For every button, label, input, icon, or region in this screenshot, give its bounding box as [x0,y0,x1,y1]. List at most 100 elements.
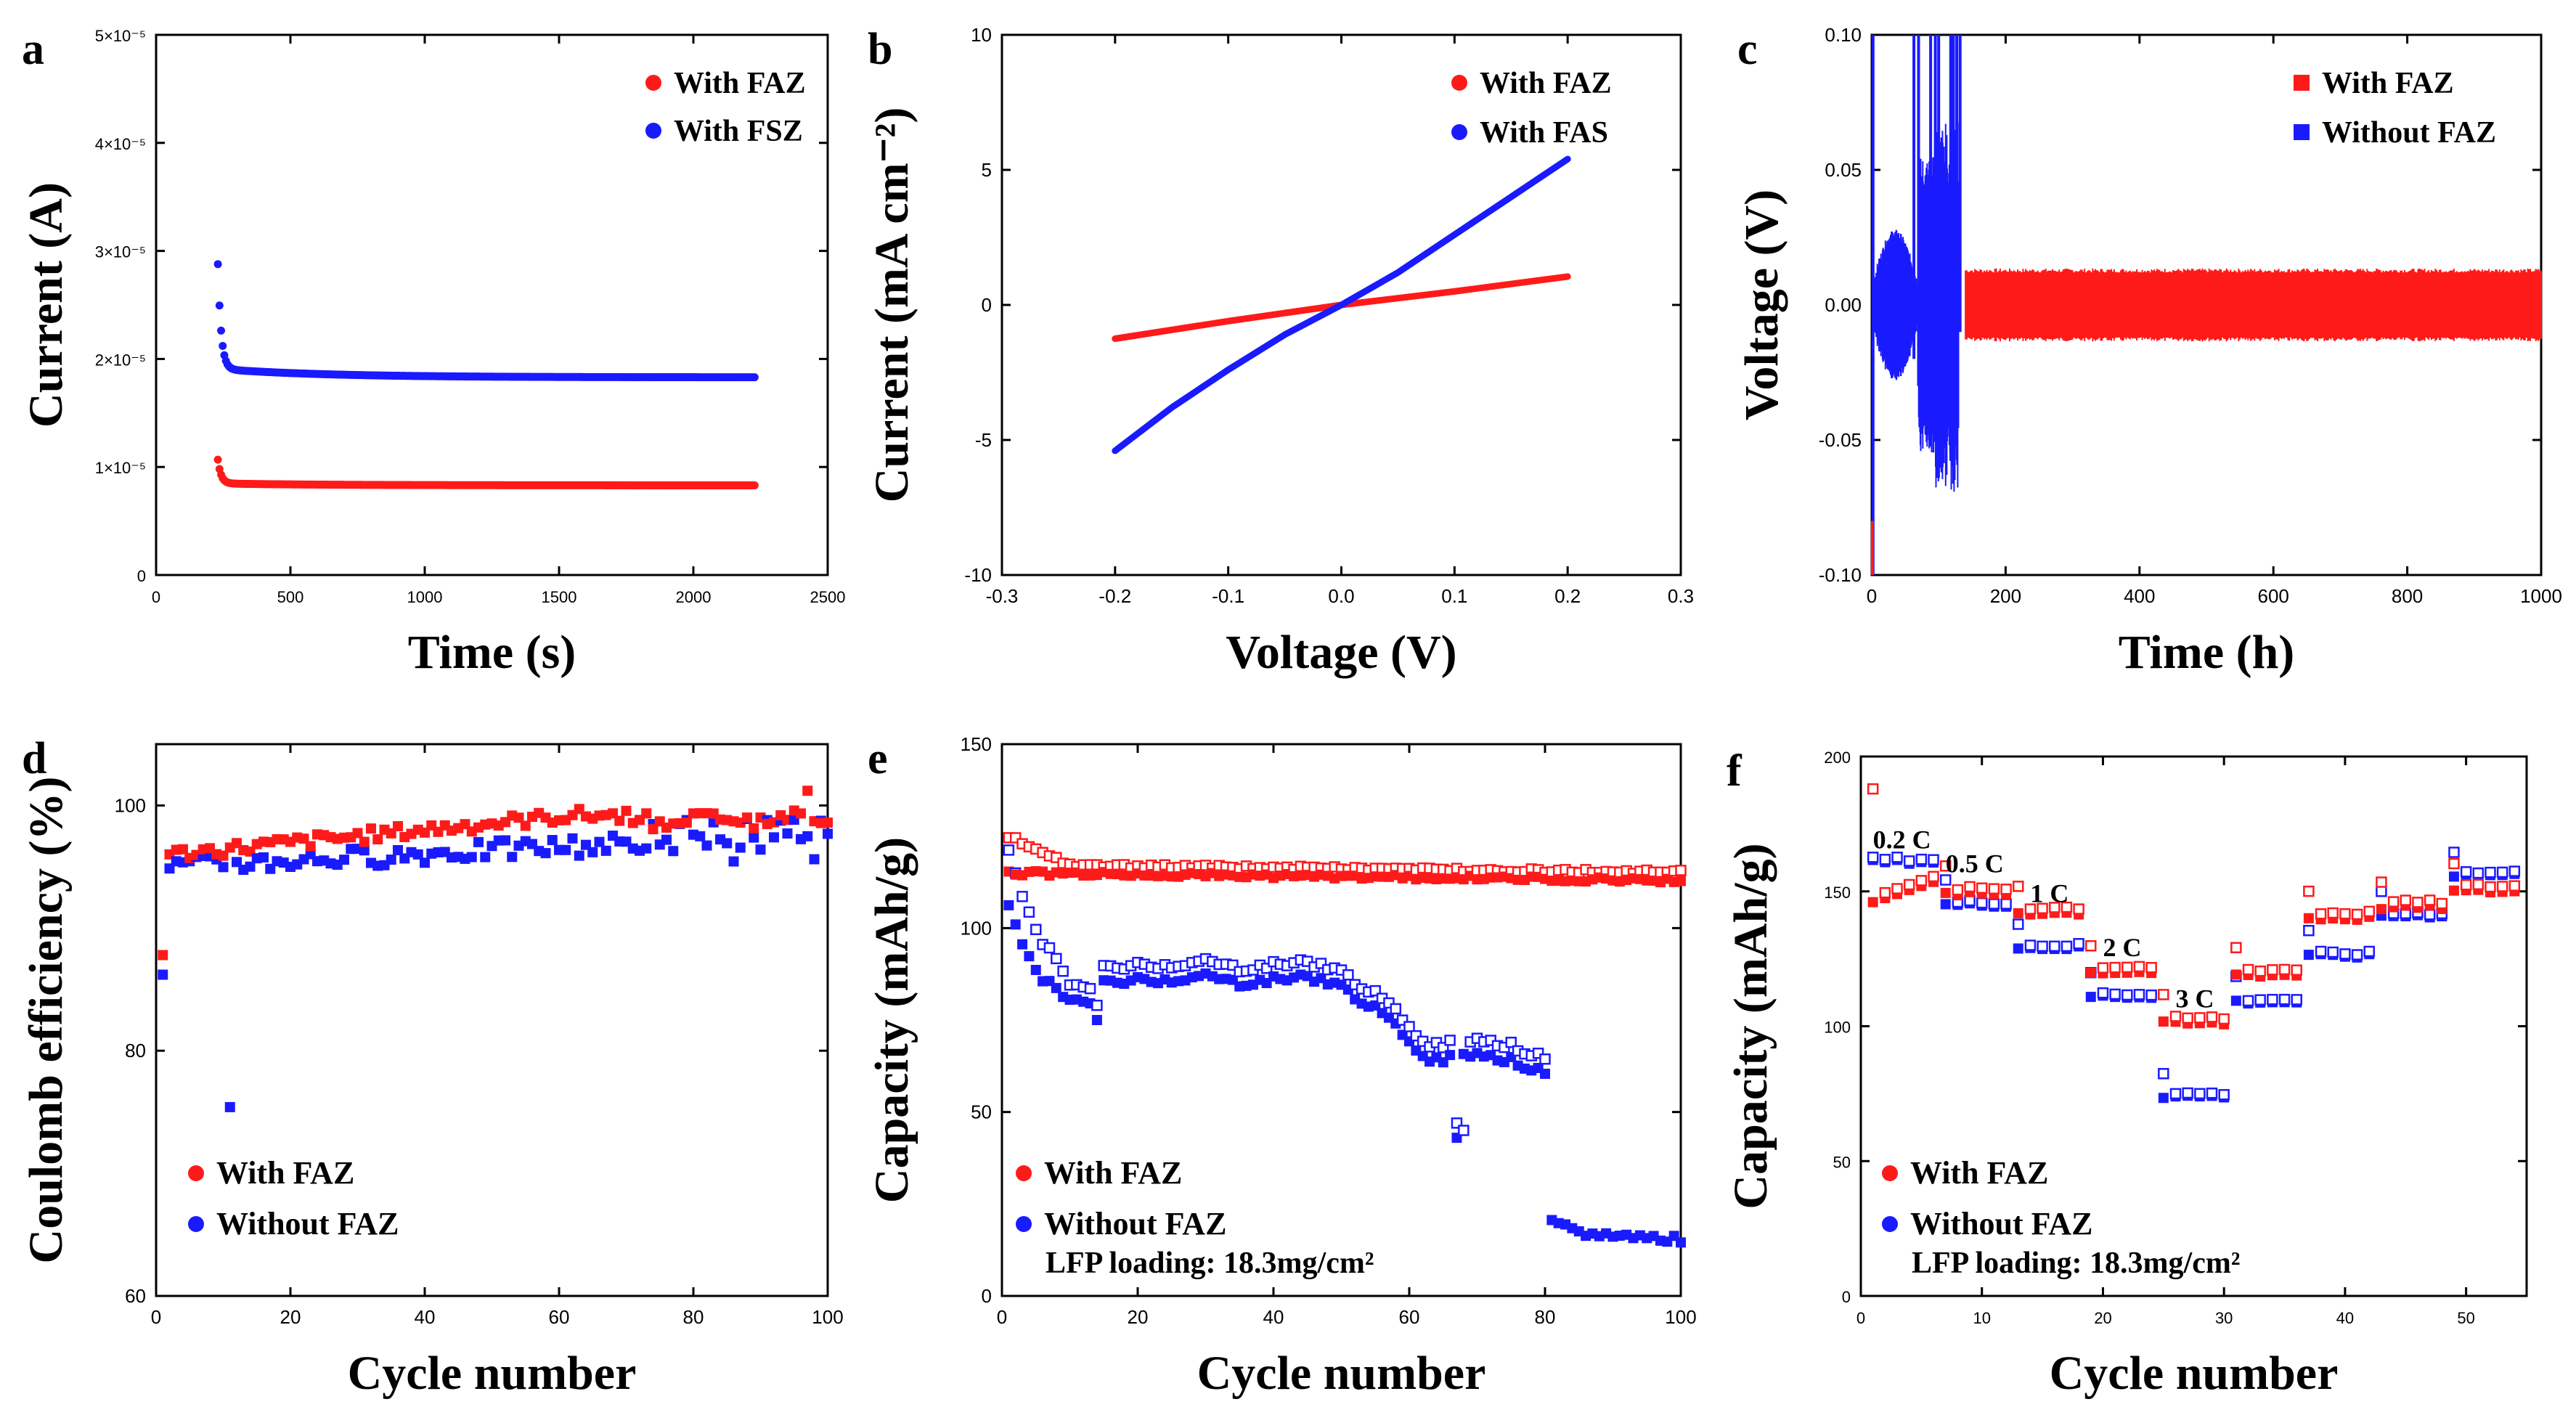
x-tick-label: 2500 [810,588,846,606]
legend-marker [2294,75,2310,91]
data-point-blue [466,852,477,863]
data-point-blue-charge [1403,1021,1415,1032]
data-point-blue [1030,964,1041,975]
legend-marker [645,123,661,139]
y-tick-label: -5 [975,429,992,451]
data-point-blue-charge [2145,989,2157,1001]
legend-marker [2294,124,2310,140]
legend-marker [1451,124,1467,140]
data-point-blue-charge [2472,867,2485,879]
data-point-red-charge [2424,894,2436,906]
data-point-red-charge [2376,876,2387,888]
y-tick-label: 5 [982,159,992,181]
data-point-blue [1003,900,1014,910]
data-point-red [614,815,625,826]
data-point-blue [1540,1069,1550,1080]
data-point-blue-charge [2061,940,2073,953]
data-point-red-charge [2158,989,2169,1000]
data-point-red-charge [1939,860,1952,872]
data-point-red-charge [1915,875,1928,886]
panel-letter-d: d [22,734,46,783]
data-point-red-charge [2133,961,2145,973]
data-point-red-charge [2315,908,2327,920]
data-point-red-charge [2412,897,2424,908]
data-point-blue-charge [1964,894,1976,907]
data-point-red-charge [2448,857,2460,870]
data-point-blue [567,833,578,844]
y-tick-label: 150 [961,733,992,755]
legend-marker [188,1216,204,1232]
data-point-blue-charge [2424,909,2436,921]
data-point-red-charge [2073,903,2084,915]
panel-letter-f: f [1727,746,1743,796]
data-point-red [393,821,403,832]
rate-label: 0.5 C [1946,849,2004,878]
data-point-red [648,824,659,835]
data-point-red-charge [2049,902,2061,913]
panel-f: f 0 10 20 30 40 50 0 50 100 150 200 Cycle number Capa… [1724,746,2528,1400]
data-point-blue [245,861,256,872]
data-point-blue-charge [2267,993,2278,1006]
rate-label: 1 C [2030,879,2068,908]
data-point-red [213,455,222,464]
legend-marker [188,1165,204,1181]
data-point-red-charge [2485,881,2496,893]
data-point-red-charge [2024,903,2037,915]
data-point-red-charge [2339,908,2351,920]
data-point-blue-charge [1084,982,1096,995]
data-point-red [641,808,652,819]
data-point-blue [420,857,430,868]
data-point-blue-charge [2448,847,2460,858]
legend-label: With FAZ [1044,1155,1182,1191]
data-point-red-charge [1903,878,1915,891]
series-line-blue [1112,155,1571,454]
data-point-blue-charge [1444,1035,1456,1046]
data-point-blue [695,831,706,841]
data-point-blue-charge [2073,938,2084,950]
data-point-blue [265,863,276,874]
x-tick-label: 0.2 [1554,585,1581,607]
x-tick-label: -0.1 [1212,585,1244,607]
x-tick-label: 600 [2258,585,2289,607]
data-point-red [2085,967,2096,978]
x-tick-label: 500 [277,588,304,606]
data-point-blue-charge [1057,965,1069,977]
y-axis-label: Voltage (V) [1735,189,1788,420]
data-point-red-charge [2472,878,2485,891]
data-point-blue [2013,943,2023,954]
data-point-blue-charge [2049,940,2061,953]
data-point-blue-charge [1091,999,1103,1011]
data-point-blue-charge [2024,939,2037,951]
y-tick-label: 100 [961,917,992,939]
data-point-blue-charge [2496,866,2508,878]
series-line-red [1965,268,2542,342]
data-point-blue-charge [1988,898,2000,910]
loading-annotation: LFP loading: 18.3mg/cm² [1912,1247,2240,1280]
data-point-blue [802,831,813,841]
x-tick-label: 20 [2094,1309,2111,1327]
data-point-blue-charge [1976,897,1988,909]
data-point-blue [213,260,222,269]
data-point-blue-charge [2109,988,2121,1000]
data-point-red-charge [2194,1012,2206,1024]
data-point-red-charge [1976,882,1988,894]
data-point-red-charge [2218,1013,2230,1025]
data-point-red-charge [2254,965,2266,977]
legend-label: With FAZ [2322,67,2454,100]
data-point-red [305,841,316,852]
data-point-blue-charge [2327,946,2339,958]
data-point-red-charge [1879,886,1891,899]
data-point-blue-charge [2508,865,2521,877]
data-point-red [520,820,531,831]
data-point-red-charge [2267,964,2278,976]
data-point-blue-charge [1030,923,1042,936]
x-tick-label: 40 [2336,1309,2354,1327]
y-tick-label: 200 [1824,749,1851,767]
x-tick-label: 80 [683,1306,704,1328]
y-axis-label: Current (mA cm⁻²) [865,107,918,503]
y-tick-label: 150 [1824,884,1851,902]
data-point-blue-charge [1342,969,1354,981]
data-point-blue-charge [2121,989,2133,1001]
data-point-blue [1051,982,1061,993]
y-axis-label: Capacity (mAh/g) [865,837,918,1203]
